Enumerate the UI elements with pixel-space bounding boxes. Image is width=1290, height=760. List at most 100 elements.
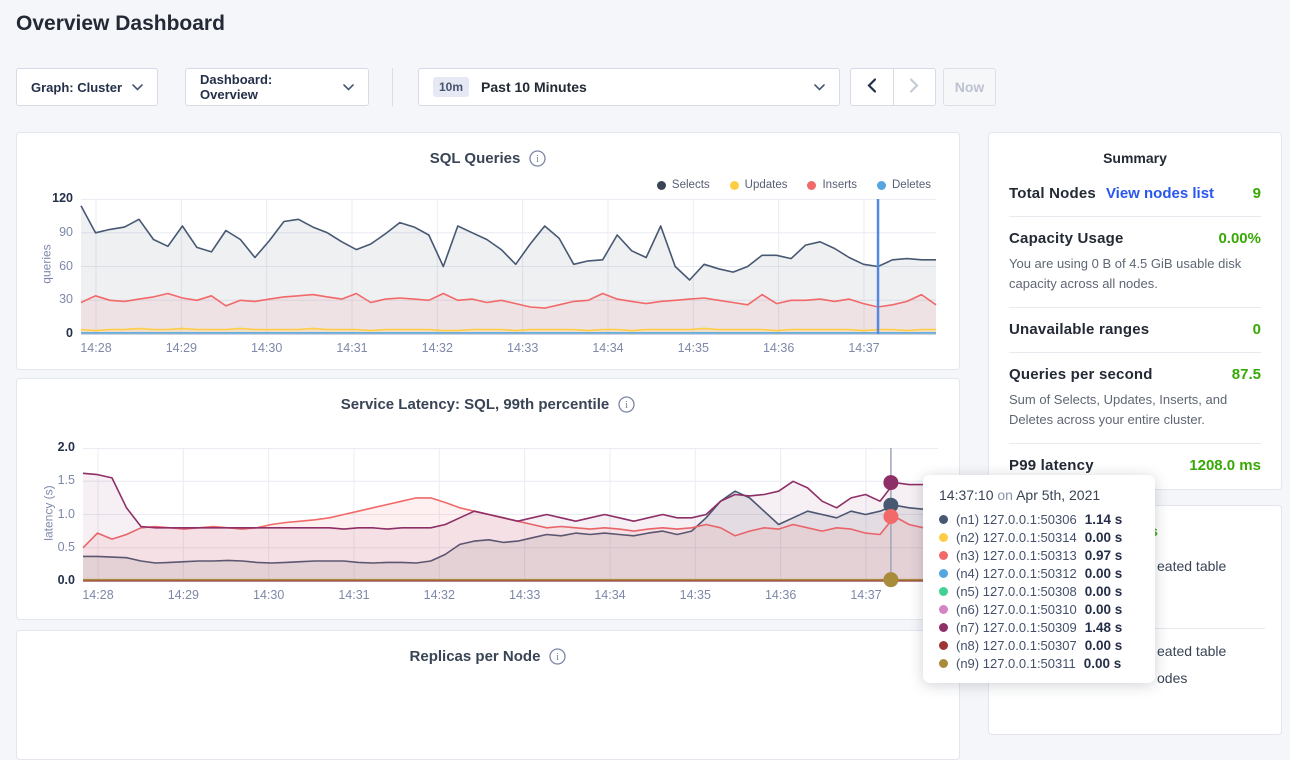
time-range-label: Past 10 Minutes [481, 79, 587, 95]
node-latency-value: 0.00 s [1085, 584, 1123, 599]
node-color-dot-icon [939, 623, 948, 632]
node-latency-value: 0.00 s [1084, 656, 1122, 671]
summary-rows: Total NodesView nodes list9Capacity Usag… [989, 172, 1281, 488]
y-tick-label: 1.5 [27, 473, 75, 487]
now-button[interactable]: Now [943, 68, 996, 106]
legend-label: Inserts [822, 179, 857, 191]
graph-dropdown-label: Graph: Cluster [31, 80, 122, 95]
y-tick-label: 0.0 [27, 573, 75, 587]
y-tick-label: 90 [25, 225, 73, 239]
dashboard-dropdown[interactable]: Dashboard: Overview [185, 68, 369, 106]
info-icon[interactable]: i [618, 396, 635, 413]
summary-label: P99 latency [1009, 457, 1094, 474]
tooltip-row: (n8) 127.0.0.1:503070.00 s [939, 636, 1139, 654]
chart-legend: Selects Updates Inserts Deletes [657, 179, 931, 191]
x-tick-label: 14:29 [159, 341, 203, 355]
summary-row: Capacity Usage0.00%You are using 0 B of … [1009, 217, 1261, 308]
event-item-text: eated table [1157, 558, 1226, 574]
graph-dropdown[interactable]: Graph: Cluster [16, 68, 158, 106]
time-window-badge: 10m [433, 77, 469, 97]
x-tick-label: 14:34 [588, 588, 632, 602]
node-color-dot-icon [939, 605, 948, 614]
replicas-per-node-card: Replicas per Node i [16, 630, 960, 760]
controls-bar: Graph: Cluster Dashboard: Overview 10m P… [0, 68, 1290, 106]
node-address: (n7) 127.0.0.1:50309 [956, 620, 1077, 635]
x-tick-label: 14:36 [759, 588, 803, 602]
info-icon[interactable]: i [529, 150, 546, 167]
tooltip-row: (n5) 127.0.0.1:503080.00 s [939, 582, 1139, 600]
x-tick-label: 14:35 [673, 588, 717, 602]
chevron-left-icon [867, 78, 876, 96]
x-tick-label: 14:33 [503, 588, 547, 602]
summary-label: Queries per second [1009, 366, 1153, 383]
previous-time-button[interactable] [851, 69, 893, 105]
node-address: (n6) 127.0.0.1:50310 [956, 602, 1077, 617]
y-tick-label: 30 [25, 292, 73, 306]
x-tick-label: 14:28 [76, 588, 120, 602]
x-tick-label: 14:31 [330, 341, 374, 355]
service-latency-card: Service Latency: SQL, 99th percentile i … [16, 378, 960, 620]
x-tick-label: 14:33 [501, 341, 545, 355]
legend-item[interactable]: Selects [657, 179, 710, 191]
tooltip-timestamp: 14:37:10 on Apr 5th, 2021 [939, 487, 1139, 503]
summary-value: 0.00% [1218, 230, 1261, 247]
service-latency-plot[interactable]: latency (s) 0.00.51.01.52.014:2814:2914:… [27, 448, 957, 618]
tooltip-row: (n2) 127.0.0.1:50314 0.00 s [939, 528, 1139, 546]
node-latency-value: 1.14 s [1085, 512, 1123, 527]
legend-dot-icon [730, 181, 739, 190]
x-tick-label: 14:31 [332, 588, 376, 602]
node-address: (n9) 127.0.0.1:50311 [956, 656, 1076, 671]
tooltip-row: (n9) 127.0.0.1:50311 0.00 s [939, 654, 1139, 672]
legend-item[interactable]: Inserts [807, 179, 857, 191]
next-time-button[interactable] [893, 69, 936, 105]
summary-description: Sum of Selects, Updates, Inserts, and De… [1009, 390, 1261, 429]
legend-item[interactable]: Updates [730, 179, 788, 191]
node-address: (n3) 127.0.0.1:50313 [956, 548, 1077, 563]
x-tick-label: 14:32 [415, 341, 459, 355]
y-tick-label: 1.0 [27, 507, 75, 521]
time-range-dropdown[interactable]: 10m Past 10 Minutes [418, 68, 840, 106]
event-item-text: eated table [1157, 643, 1226, 659]
svg-text:i: i [625, 400, 628, 411]
node-latency-value: 0.00 s [1085, 530, 1123, 545]
node-color-dot-icon [939, 551, 948, 560]
summary-description: You are using 0 B of 4.5 GiB usable disk… [1009, 254, 1261, 293]
summary-value: 0 [1253, 321, 1261, 338]
divider [392, 68, 393, 106]
chart-tooltip: 14:37:10 on Apr 5th, 2021 (n1) 127.0.0.1… [923, 475, 1155, 683]
node-color-dot-icon [939, 569, 948, 578]
node-latency-value: 0.97 s [1085, 548, 1123, 563]
event-item-text: odes [1157, 670, 1187, 686]
x-tick-label: 14:30 [245, 341, 289, 355]
node-color-dot-icon [939, 515, 948, 524]
node-color-dot-icon [939, 587, 948, 596]
dashboard-dropdown-label: Dashboard: Overview [200, 72, 333, 102]
node-color-dot-icon [939, 533, 948, 542]
legend-label: Selects [672, 179, 710, 191]
tooltip-row: (n6) 127.0.0.1:50310 0.00 s [939, 600, 1139, 618]
sql-queries-plot[interactable]: queries 030609012014:2814:2914:3014:3114… [25, 199, 955, 369]
summary-title: Summary [989, 150, 1281, 166]
node-address: (n2) 127.0.0.1:50314 [956, 530, 1077, 545]
summary-label: Total Nodes [1009, 185, 1096, 202]
x-tick-label: 14:34 [586, 341, 630, 355]
chevron-right-icon [910, 78, 919, 96]
x-tick-label: 14:32 [417, 588, 461, 602]
node-latency-value: 0.00 s [1085, 602, 1123, 617]
tooltip-row: (n4) 127.0.0.1:503120.00 s [939, 564, 1139, 582]
summary-row: Unavailable ranges0 [1009, 308, 1261, 353]
info-icon[interactable]: i [549, 648, 566, 665]
y-tick-label: 60 [25, 259, 73, 273]
node-address: (n1) 127.0.0.1:50306 [956, 512, 1077, 527]
x-tick-label: 14:36 [757, 341, 801, 355]
legend-label: Deletes [892, 179, 931, 191]
summary-value: 1208.0 ms [1189, 457, 1261, 474]
chart-title: Service Latency: SQL, 99th percentile [341, 396, 609, 413]
legend-item[interactable]: Deletes [877, 179, 931, 191]
chevron-down-icon [343, 84, 354, 91]
summary-value: 87.5 [1232, 366, 1261, 383]
view-nodes-list-link[interactable]: View nodes list [1106, 185, 1214, 202]
y-tick-label: 0 [25, 326, 73, 340]
x-tick-label: 14:35 [671, 341, 715, 355]
y-tick-label: 0.5 [27, 540, 75, 554]
